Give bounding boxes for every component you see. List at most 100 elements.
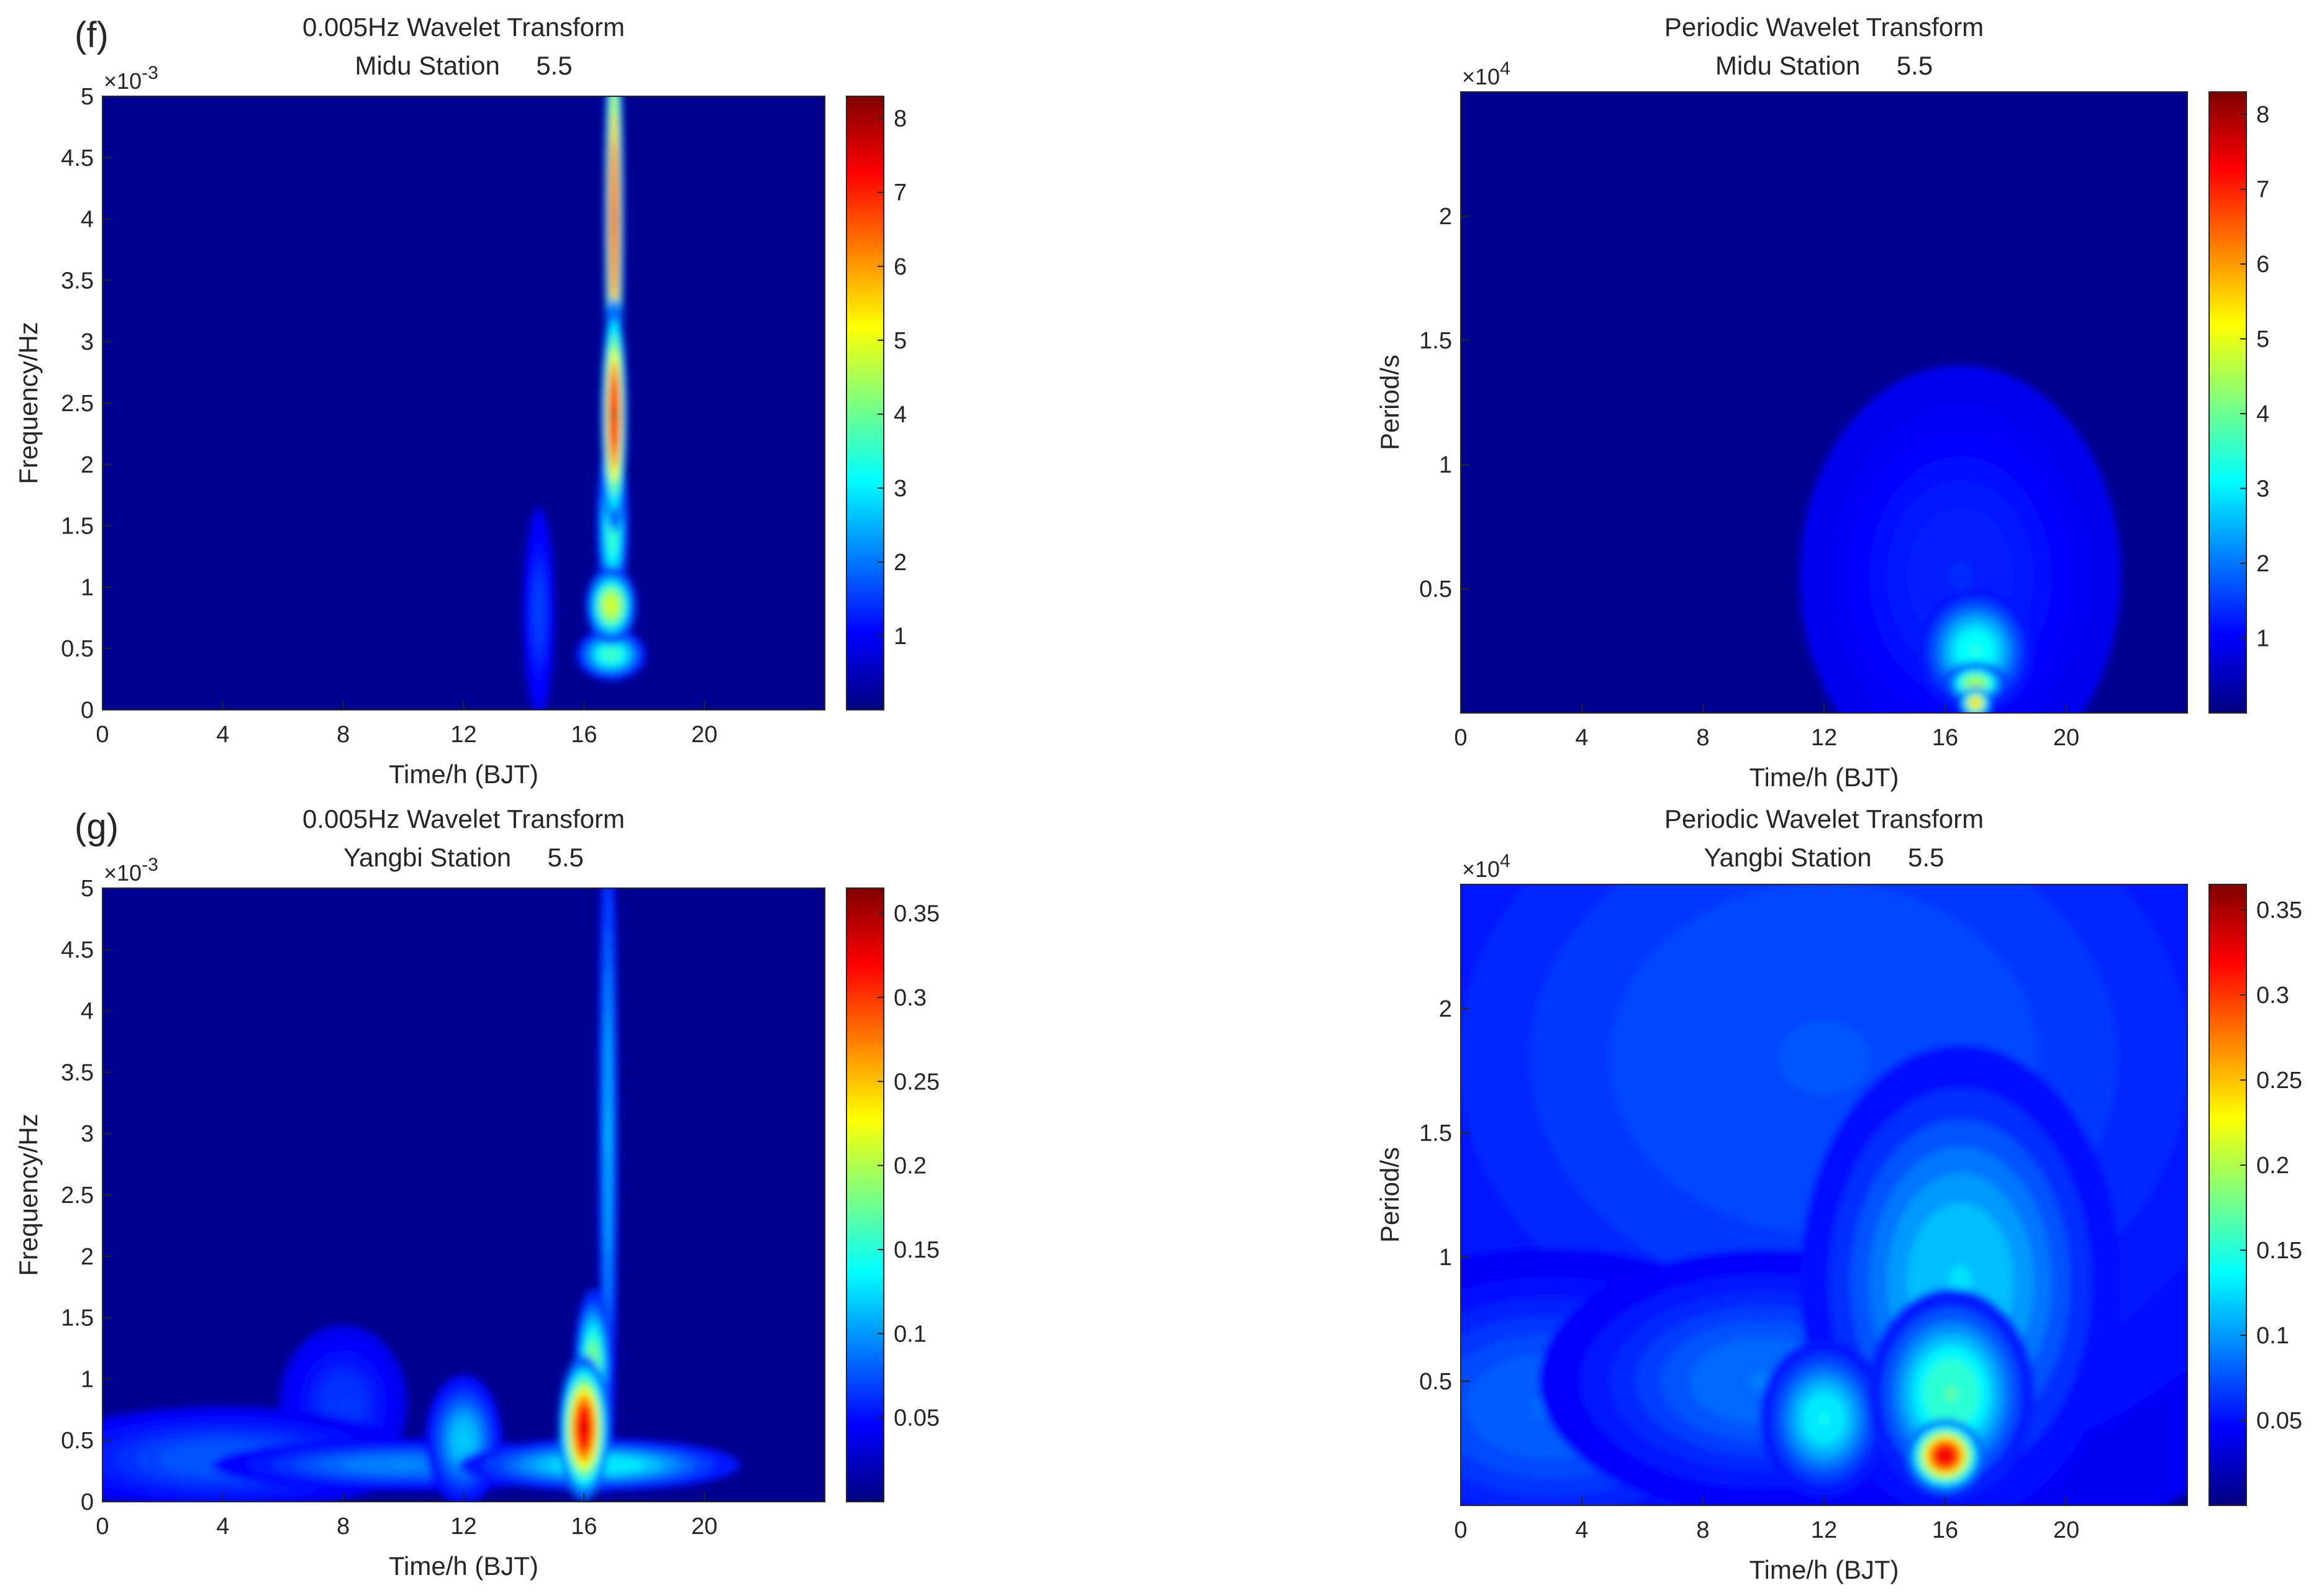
y-tick-label: 0 [81,697,94,724]
chart-title: 0.005Hz Wavelet Transform [302,804,625,833]
chart-panel-1: 0 4 8 12 16 2000.511.522.533.544.55×10-30.005… [14,12,907,789]
heatmap-background [102,96,825,710]
y-tick-label: 1.5 [1419,1120,1452,1146]
heatmap-hotspot [461,1435,466,1445]
colorbar-gradient [846,887,884,1502]
x-tick-label: 4 [1575,725,1588,751]
heatmap-hotspot [1974,702,1977,704]
colorbar-tick-label: 0.25 [2256,1068,2302,1094]
x-axis-label: Time/h (BJT) [389,1551,538,1581]
y-tick-label: 0.5 [1419,1369,1452,1395]
colorbar-tick-label: 2 [2256,551,2269,577]
y-tick-label: 3 [81,1121,94,1147]
heatmap-hotspot [582,1423,586,1433]
y-exponent: ×10-3 [104,855,158,886]
panel-label: (g) [75,807,119,847]
y-tick-label: 1.5 [1419,328,1452,354]
y-tick-label: 5 [81,876,94,902]
x-tick-label: 0 [1454,1517,1467,1543]
y-tick-label: 2 [1439,204,1452,230]
colorbar-tick-label: 0.25 [894,1069,940,1095]
y-tick-label: 1 [1439,452,1452,478]
heatmap-hotspot [607,1107,610,1160]
x-tick-label: 0 [96,1514,109,1540]
x-tick-label: 20 [2053,725,2079,751]
heatmap-hotspot [1778,1021,1870,1096]
heatmap-area [1461,92,2187,713]
heatmap-hotspot [389,1463,417,1467]
chart-panel-3: 0 4 8 12 16 20 0 0.5 1 1.5 2 2.5 3 3.5 4 4.5 5 ×10-3 0.005… [14,804,940,1581]
y-tick-label: 2.5 [61,391,94,417]
heatmap-area [1461,884,2187,1505]
y-axis-label: Frequency/Hz [14,1114,43,1276]
colorbar: 1 2 3 4 5 6 7 8 [846,96,907,710]
colorbar-tick-label: 4 [2256,401,2269,427]
y-tick-label: 0 [81,1489,94,1515]
x-tick-label: 12 [450,722,476,748]
chart-subtitle: Yangbi Station 5.5 [343,843,584,872]
y-tick-label: 0.5 [61,636,94,662]
x-tick-label: 4 [1575,1517,1588,1543]
y-tick-label: 4.5 [61,937,94,963]
colorbar-tick-label: 0.3 [2256,983,2289,1009]
colorbar-tick-label: 1 [894,624,907,650]
y-tick-label: 1.5 [61,1305,94,1332]
heatmap-hotspot [1971,646,1980,656]
chart-title: Periodic Wavelet Transform [1664,804,1984,833]
y-tick-label: 2 [1439,996,1452,1022]
x-tick-label: 20 [2053,1517,2079,1543]
chart-subtitle: Midu Station 5.5 [355,51,572,80]
colorbar-tick-label: 5 [894,328,907,354]
x-tick-label: 8 [337,722,350,748]
colorbar-gradient [2208,91,2247,714]
y-tick-label: 0.5 [61,1428,94,1454]
x-tick-label: 0 [96,722,109,748]
y-tick-label: 2.5 [61,1182,94,1209]
y-tick-label: 3.5 [61,1060,94,1086]
colorbar-tick-label: 7 [2256,177,2269,203]
y-tick-label: 1 [1439,1245,1452,1271]
colorbar-tick-label: 0.1 [2256,1323,2289,1349]
x-tick-label: 16 [1932,1517,1958,1543]
y-tick-label: 0.5 [1419,576,1452,602]
y-tick-label: 2 [81,1244,94,1270]
x-tick-label: 16 [1932,725,1958,751]
colorbar-tick-label: 4 [894,402,907,428]
colorbar-tick-label: 0.05 [2256,1408,2302,1434]
colorbar-tick-label: 6 [2256,252,2269,278]
x-tick-label: 16 [571,722,597,748]
y-axis-label: Period/s [1375,355,1404,450]
x-tick-label: 8 [337,1514,350,1540]
x-tick-label: 12 [1811,725,1837,751]
colorbar-tick-label: 2 [894,550,907,576]
y-axis-label: Period/s [1375,1147,1404,1243]
colorbar-tick-label: 0.05 [894,1405,940,1432]
colorbar-tick-label: 1 [2256,626,2269,652]
heatmap-hotspot [612,202,615,236]
heatmap-hotspot [1949,561,1972,591]
chart-subtitle: Midu Station 5.5 [1715,51,1933,80]
colorbar: 1 2 3 4 5 6 7 8 [2208,91,2269,714]
colorbar-tick-label: 8 [2256,102,2269,128]
heatmap-area [102,888,825,1502]
y-tick-label: 2 [81,452,94,478]
y-tick-label: 4.5 [61,145,94,171]
x-tick-label: 12 [450,1514,476,1540]
colorbar-tick-label: 0.35 [894,901,940,927]
x-tick-label: 8 [1696,1517,1709,1543]
x-tick-label: 0 [1454,725,1467,751]
chart-title: 0.005Hz Wavelet Transform [302,12,625,42]
colorbar-tick-label: 0.3 [894,985,927,1011]
y-tick-label: 1.5 [61,514,94,540]
colorbar-tick-label: 3 [2256,476,2269,502]
colorbar-tick-label: 0.15 [894,1237,940,1263]
y-tick-label: 4 [81,999,94,1025]
heatmap-hotspot [608,653,614,657]
colorbar-tick-label: 8 [894,106,907,132]
colorbar-tick-label: 0.1 [894,1321,927,1347]
x-axis-label: Time/h (BJT) [389,760,538,789]
y-tick-label: 4 [81,207,94,233]
colorbar-tick-label: 5 [2256,327,2269,353]
chart-panel-4: 0 4 8 12 16 20 0.5 1 1.5 2 ×104 Periodic Wavelet Tr… [1375,804,2302,1584]
